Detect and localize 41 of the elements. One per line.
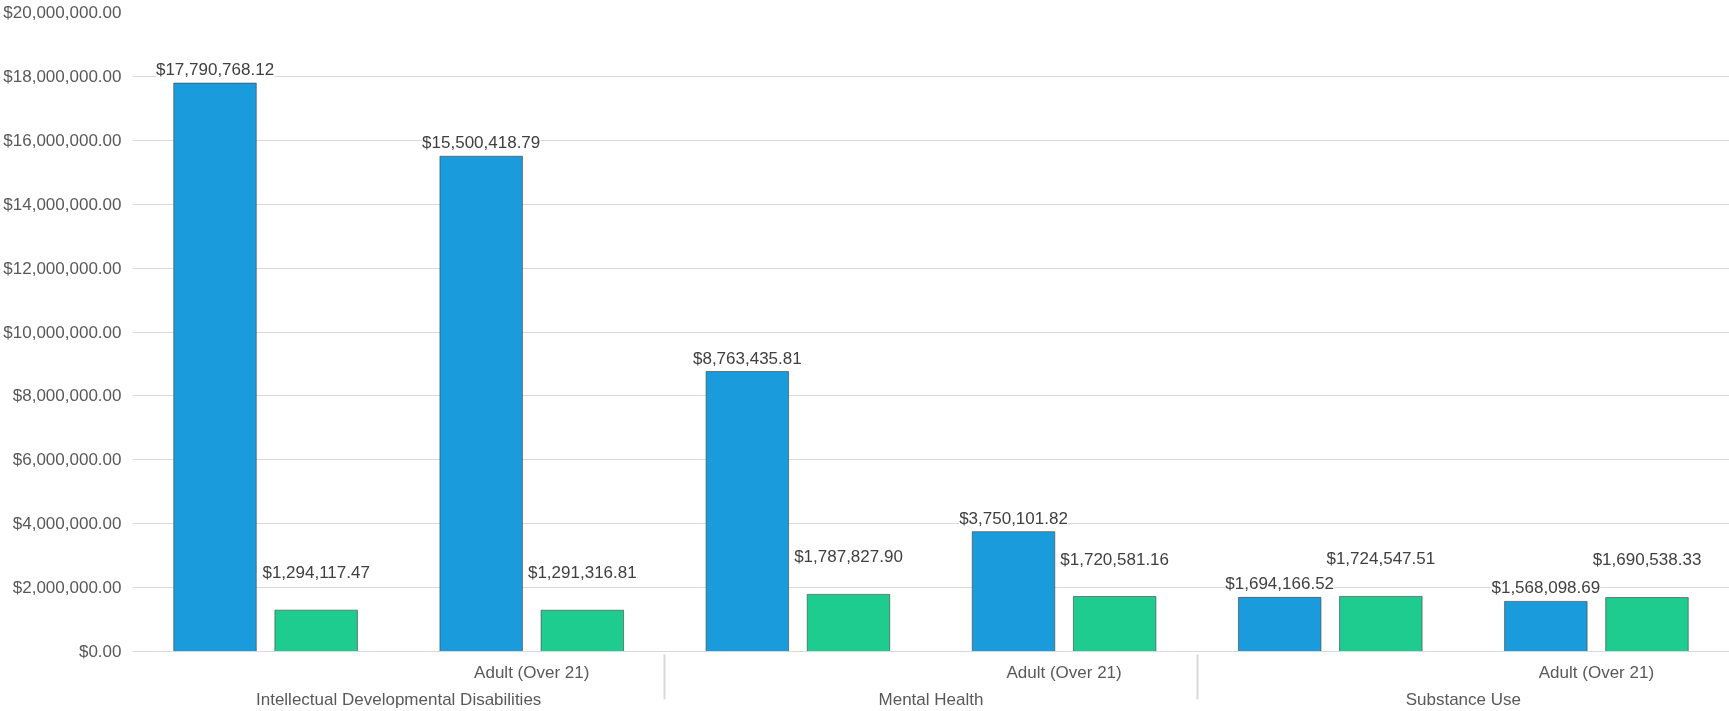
x-tick-label: Adult (Over 21)	[1538, 662, 1655, 682]
y-tick-label: $6,000,000.00	[12, 450, 122, 470]
bar	[274, 609, 358, 652]
y-tick-label: $10,000,000.00	[3, 322, 122, 342]
data-label: $3,750,101.82	[959, 508, 1068, 528]
data-label: $1,294,117.47	[262, 563, 370, 583]
y-tick-label: $18,000,000.00	[3, 66, 122, 86]
data-label: $1,291,316.81	[527, 563, 637, 583]
y-tick-label: $14,000,000.00	[3, 194, 122, 214]
bar	[173, 82, 257, 652]
bar	[439, 155, 523, 652]
y-tick-label: $16,000,000.00	[3, 130, 122, 150]
x-tick-label: Adult (Over 21)	[474, 662, 590, 682]
bar	[1072, 596, 1157, 652]
bar	[540, 609, 625, 652]
data-label: $8,763,435.81	[692, 348, 802, 368]
text: Mental Health	[878, 689, 984, 709]
bar	[705, 371, 790, 652]
y-tick-label: $12,000,000.00	[3, 258, 122, 278]
y-tick-label: $2,000,000.00	[12, 578, 122, 598]
data-label: $15,500,418.79	[422, 133, 541, 153]
data-label: $1,787,827.90	[794, 547, 903, 567]
bar	[1605, 596, 1689, 652]
text: Substance Use	[1405, 689, 1521, 709]
y-tick-label: $20,000,000.00	[3, 3, 122, 22]
data-label: $1,724,547.51	[1326, 549, 1436, 569]
data-label: $17,790,768.12	[155, 60, 275, 80]
bar	[1237, 596, 1322, 652]
data-label: $1,690,538.33	[1592, 550, 1702, 570]
bar	[806, 593, 891, 652]
text: Intellectual Developmental Disabilities	[255, 689, 542, 709]
data-label: $1,720,581.16	[1060, 549, 1170, 569]
y-tick-label: $0.00	[78, 642, 122, 661]
bar	[971, 531, 1056, 652]
y-tick-label: $4,000,000.00	[12, 514, 122, 534]
bar	[1504, 600, 1588, 652]
bar	[1339, 595, 1423, 652]
x-tick-label: Adult (Over 21)	[1006, 662, 1122, 682]
y-tick-label: $8,000,000.00	[12, 386, 122, 406]
data-label: $1,694,166.52	[1225, 574, 1335, 594]
data-label: $1,568,098.69	[1491, 578, 1601, 598]
